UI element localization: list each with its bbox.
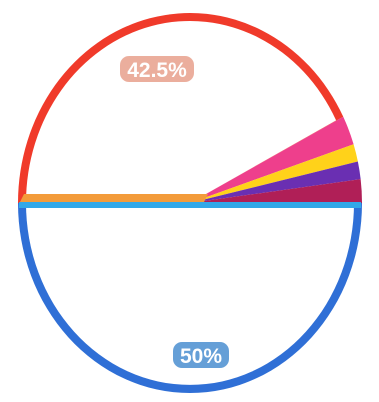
orange-rim (20, 194, 208, 202)
slice-label-bg-0 (120, 56, 194, 82)
slice-label-0: 42.5% (127, 59, 187, 82)
slice-label-5: 50% (180, 345, 222, 368)
pie-slice-4 (190, 179, 362, 203)
pie-slice-1 (190, 116, 354, 203)
pie-slice-5-fill (26, 203, 354, 385)
pie-slice-3 (190, 161, 361, 203)
divider-line (19, 202, 361, 208)
pie-slice-2 (190, 144, 358, 203)
slice-label-bg-5 (173, 342, 229, 368)
pie-slice-0-fill (26, 21, 337, 203)
